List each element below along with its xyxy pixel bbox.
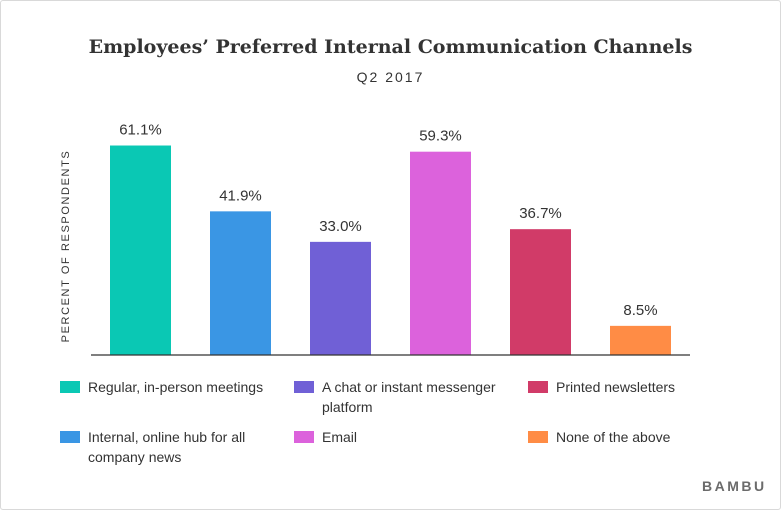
- bambu-logo: BAMBU: [702, 478, 767, 494]
- data-label-5: 36.7%: [519, 205, 562, 222]
- bars-group: [110, 145, 671, 355]
- data-label-1: 61.1%: [119, 122, 162, 139]
- data-label-3: 33.0%: [319, 218, 362, 235]
- data-labels-group: 61.1% 41.9% 33.0% 59.3% 36.7% 8.5%: [119, 122, 657, 319]
- data-label-4: 59.3%: [419, 128, 462, 145]
- chart-subtitle: Q2 2017: [356, 69, 425, 85]
- bar-5: [510, 229, 571, 355]
- chart-title: Employees’ Preferred Internal Communicat…: [88, 36, 693, 58]
- bar-3: [310, 241, 371, 355]
- data-label-2: 41.9%: [219, 187, 262, 204]
- bar-2: [210, 211, 271, 355]
- bar-6: [610, 325, 671, 355]
- bar-1: [110, 145, 171, 355]
- data-label-6: 8.5%: [623, 302, 657, 319]
- bar-4: [410, 151, 471, 355]
